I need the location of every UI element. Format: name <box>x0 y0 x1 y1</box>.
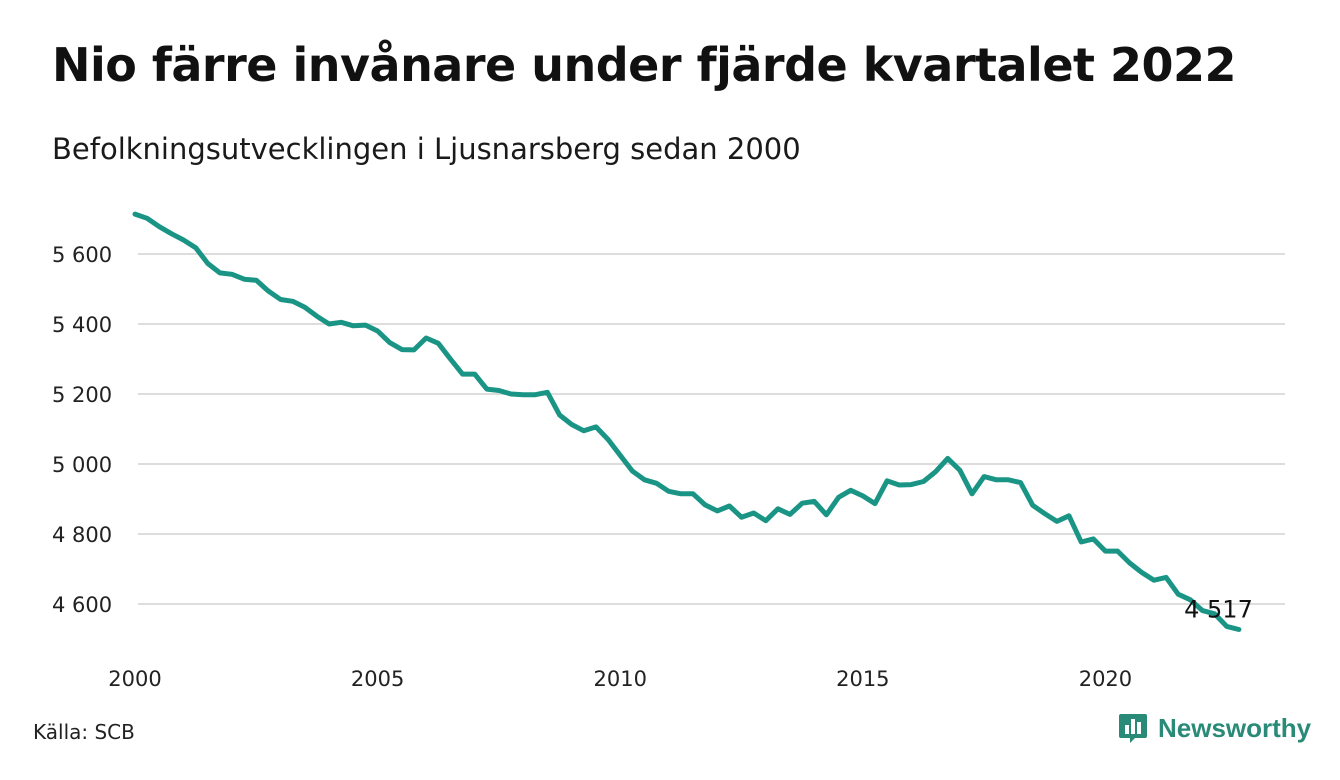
y-tick-label: 5 200 <box>52 383 112 407</box>
y-tick-label: 5 600 <box>52 243 112 267</box>
x-tick-label: 2005 <box>351 667 404 691</box>
source-note: Källa: SCB <box>33 720 135 744</box>
y-tick-label: 4 600 <box>52 593 112 617</box>
x-tick-label: 2020 <box>1079 667 1132 691</box>
y-tick-label: 5 400 <box>52 313 112 337</box>
series-line <box>132 211 1242 632</box>
x-tick-label: 2015 <box>836 667 889 691</box>
y-tick-label: 4 800 <box>52 523 112 547</box>
x-tick-label: 2000 <box>108 667 161 691</box>
chart-subtitle: Befolkningsutvecklingen i Ljusnarsberg s… <box>52 132 801 166</box>
x-tick-label: 2010 <box>593 667 646 691</box>
brand-name: Newsworthy <box>1158 712 1312 743</box>
y-tick-label: 5 000 <box>52 453 112 477</box>
brand-logo: Newsworthy <box>1118 712 1311 744</box>
chart-title: Nio färre invånare under fjärde kvartale… <box>52 38 1237 92</box>
bar-chart-speech-bubble-icon <box>1119 714 1147 743</box>
end-value-label: 4 517 <box>1184 596 1253 624</box>
